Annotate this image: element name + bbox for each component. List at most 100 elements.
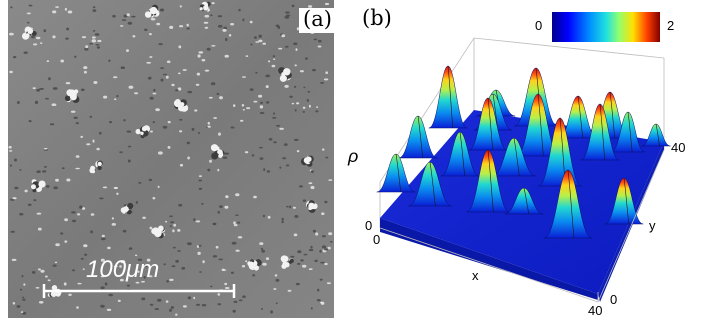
cell-speck	[43, 147, 48, 150]
cell-speck	[166, 60, 171, 64]
x-axis-tick-40: 40	[588, 303, 603, 318]
cell-speck	[134, 254, 138, 257]
cell-speck	[92, 30, 96, 32]
cell-speck	[179, 25, 184, 28]
cell-speck	[202, 260, 205, 264]
cell-speck	[19, 288, 23, 291]
cell-speck	[187, 296, 192, 300]
cell-speck	[148, 275, 153, 278]
cell-speck	[111, 223, 117, 226]
cell-speck	[259, 105, 264, 109]
cell-speck	[162, 125, 168, 129]
cell-speck	[279, 166, 282, 169]
cell-speck	[324, 200, 328, 204]
cell-speck	[126, 284, 131, 287]
cell-speck	[223, 26, 227, 30]
cell-speck	[60, 232, 64, 235]
cell-speck	[244, 151, 249, 154]
cell-speck	[329, 240, 333, 243]
cell-cluster	[31, 179, 46, 193]
cell-speck	[137, 270, 140, 273]
cell-speck	[169, 215, 173, 218]
cell-speck	[235, 249, 240, 252]
cell-speck	[85, 45, 89, 49]
cell-speck	[80, 257, 84, 260]
cell-speck	[258, 39, 263, 43]
cell-speck	[14, 186, 19, 190]
cell-speck	[259, 242, 264, 246]
density-peak	[428, 65, 468, 129]
cell-speck	[74, 55, 77, 58]
cell-speck	[326, 282, 331, 285]
cell-speck	[222, 156, 228, 159]
cell-speck	[19, 169, 22, 171]
cell-speck	[36, 170, 41, 173]
mesh-line	[429, 161, 436, 207]
cell-speck	[219, 205, 223, 208]
cell-speck	[325, 156, 329, 159]
cell-speck	[72, 269, 76, 272]
cell-speck	[141, 280, 145, 283]
cell-speck	[250, 43, 253, 46]
cell-speck	[53, 186, 58, 190]
cell-speck	[210, 14, 213, 17]
cell-speck	[119, 278, 124, 282]
cell-speck	[270, 310, 273, 314]
cell-speck	[324, 2, 330, 6]
cell-cluster	[173, 99, 189, 112]
cell-speck	[217, 210, 220, 214]
mesh-line	[609, 91, 616, 139]
cell-speck	[287, 289, 292, 292]
cell-speck	[317, 45, 322, 48]
cell-speck	[61, 167, 65, 170]
cell-speck	[242, 295, 246, 299]
density-peak	[398, 115, 438, 159]
cell-speck	[109, 121, 113, 124]
cell-speck	[100, 304, 105, 308]
cell-speck	[199, 271, 202, 273]
cell-speck	[179, 118, 183, 121]
cell-speck	[268, 60, 271, 63]
cell-speck	[45, 275, 48, 278]
cell-speck	[262, 214, 265, 218]
cell-speck	[42, 170, 47, 173]
cell-speck	[315, 232, 319, 236]
cell-speck	[297, 262, 301, 265]
cell-speck	[172, 229, 175, 233]
cell-speck	[211, 2, 215, 5]
cell-speck	[121, 19, 127, 21]
cell-speck	[284, 15, 290, 19]
panel-a-tag: (a)	[299, 8, 335, 33]
cell-speck	[224, 152, 230, 155]
cell-speck	[114, 98, 117, 101]
cell-speck	[187, 90, 193, 94]
cell-speck	[255, 41, 260, 43]
cell-speck	[179, 5, 182, 8]
cell-speck	[299, 70, 304, 73]
cell-speck	[40, 269, 45, 273]
cell-speck	[197, 54, 201, 58]
cell-speck	[231, 241, 237, 245]
cell-speck	[294, 138, 299, 141]
cell-speck	[209, 159, 212, 163]
cell-speck	[212, 222, 216, 226]
cell-speck	[14, 158, 17, 162]
cell-speck	[120, 260, 126, 264]
cell-speck	[290, 255, 295, 258]
cell-cluster	[64, 89, 80, 103]
cell-speck	[145, 264, 148, 268]
mesh-line	[567, 169, 575, 239]
cell-speck	[308, 268, 313, 270]
cell-speck	[47, 279, 51, 282]
cell-speck	[281, 34, 286, 38]
cell-speck	[51, 103, 57, 106]
cell-speck	[150, 130, 153, 133]
cell-speck	[195, 83, 200, 86]
cell-speck	[193, 218, 196, 222]
cell-speck	[289, 95, 293, 99]
cell-speck	[245, 260, 248, 263]
cell-speck	[171, 83, 175, 87]
cell-speck	[233, 224, 238, 227]
cell-speck	[235, 214, 239, 216]
cell-speck	[281, 217, 284, 221]
